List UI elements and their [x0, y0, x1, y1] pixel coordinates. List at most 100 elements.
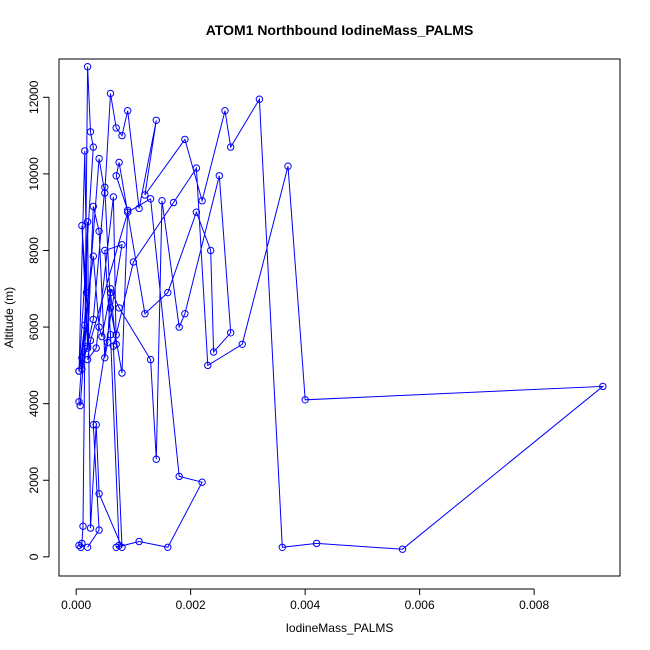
data-point	[141, 191, 149, 199]
data-point	[89, 421, 98, 429]
data-point	[86, 128, 95, 136]
data-point	[82, 288, 91, 297]
data-point	[175, 323, 183, 331]
chart-title: ATOM1 Northbound IodineMass_PALMS	[206, 22, 474, 38]
data-point	[118, 241, 126, 249]
data-point	[152, 455, 161, 463]
data-point	[112, 172, 120, 180]
data-point	[115, 304, 123, 312]
data-point	[89, 252, 98, 260]
data-point	[164, 543, 172, 551]
data-point	[312, 539, 321, 548]
data-point	[198, 478, 206, 486]
data-point	[101, 354, 109, 362]
data-point	[95, 490, 103, 498]
data-point	[135, 204, 143, 213]
data-point	[92, 344, 100, 352]
x-tick-label: 0.000	[61, 598, 91, 612]
data-point	[112, 340, 120, 348]
data-point	[83, 543, 92, 551]
y-axis: 0 2000 4000 6000 8000 10000 12000	[27, 80, 50, 560]
data-point	[79, 522, 87, 530]
y-tick-label: 12000	[27, 80, 41, 114]
data-point	[599, 382, 607, 391]
data-point	[78, 539, 86, 548]
data-point	[209, 348, 218, 356]
data-point	[106, 304, 115, 312]
y-axis-label: Altitude (m)	[2, 287, 16, 348]
data-point	[181, 310, 189, 318]
x-axis-label: IodineMass_PALMS	[286, 621, 394, 635]
data-point	[89, 202, 98, 211]
data-point	[115, 158, 123, 167]
data-point	[89, 315, 98, 324]
data-point	[83, 218, 92, 226]
y-tick-label: 4000	[27, 390, 41, 417]
series-line	[78, 66, 605, 550]
data-point	[75, 367, 83, 375]
data-point	[152, 116, 161, 125]
data-point	[98, 332, 106, 341]
data-point	[158, 197, 166, 205]
data-point	[135, 537, 143, 546]
y-tick-label: 6000	[27, 313, 41, 340]
data-point	[101, 189, 109, 197]
data-point	[83, 342, 92, 350]
data-point	[89, 143, 98, 151]
series-points	[75, 62, 607, 553]
data-point	[78, 221, 86, 230]
data-point	[81, 321, 89, 329]
data-point	[181, 135, 189, 144]
data-point	[76, 401, 84, 410]
data-point	[221, 107, 229, 115]
data-point	[81, 147, 89, 155]
y-tick-label: 2000	[27, 467, 41, 494]
plot-frame	[58, 58, 621, 577]
data-point	[95, 526, 103, 534]
data-point	[175, 472, 183, 481]
data-point	[227, 143, 235, 151]
data-point	[204, 361, 212, 370]
data-point	[83, 355, 92, 364]
data-point	[284, 162, 292, 170]
data-point	[164, 288, 172, 297]
x-axis: 0.000 0.002 0.004 0.006 0.008	[61, 588, 549, 612]
x-tick-label: 0.006	[405, 598, 435, 612]
data-point	[106, 288, 115, 297]
data-point	[146, 355, 155, 364]
data-point	[301, 396, 309, 404]
data-point	[101, 183, 109, 192]
data-point	[118, 131, 126, 140]
data-point	[112, 331, 120, 339]
y-tick-label: 0	[27, 553, 41, 560]
data-point	[146, 195, 155, 203]
data-point	[83, 344, 92, 352]
data-point	[106, 331, 115, 339]
data-point	[106, 89, 115, 98]
x-tick-label: 0.004	[290, 598, 320, 612]
data-point	[95, 323, 103, 331]
data-point	[92, 421, 100, 429]
data-point	[192, 208, 201, 216]
y-tick-label: 8000	[27, 237, 41, 264]
data-point	[215, 172, 224, 180]
data-point	[124, 206, 132, 215]
data-point	[278, 543, 286, 551]
data-point	[118, 369, 126, 377]
data-point	[141, 310, 149, 318]
data-point	[101, 246, 109, 255]
data-point	[129, 258, 138, 266]
data-point	[115, 541, 123, 550]
data-point	[95, 154, 103, 163]
data-point	[106, 285, 115, 293]
data-point	[227, 329, 235, 337]
data-point	[238, 340, 246, 348]
y-tick-label: 10000	[27, 157, 41, 191]
data-point	[109, 193, 118, 201]
data-point	[95, 227, 103, 236]
data-point	[75, 398, 83, 406]
data-point	[83, 62, 92, 71]
x-tick-label: 0.008	[519, 598, 549, 612]
series-lines	[78, 66, 605, 550]
